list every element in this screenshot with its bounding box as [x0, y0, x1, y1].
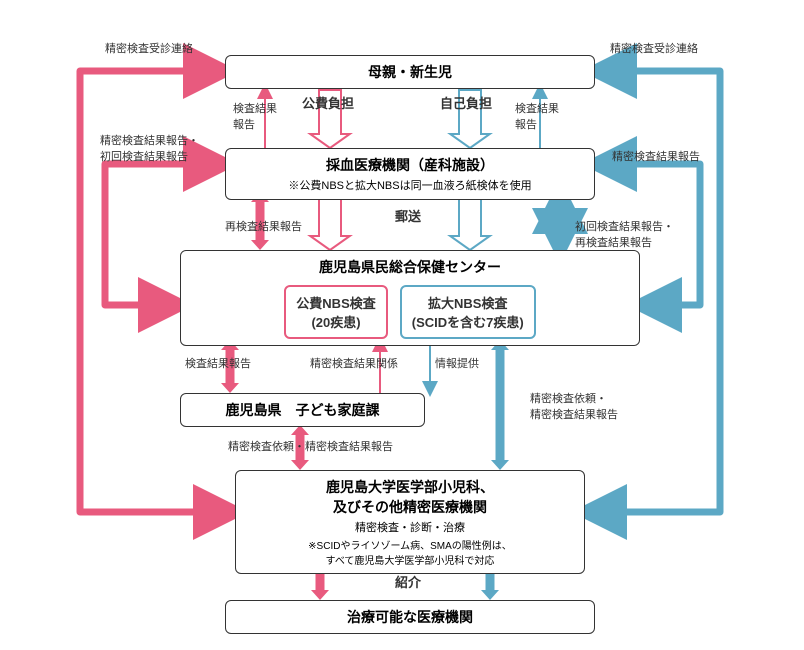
node-sub: 精密検査・診断・治療: [355, 519, 465, 535]
label-l2: 精密検査受診連絡: [610, 40, 698, 56]
node-title: 鹿児島県 子ども家庭課: [226, 400, 380, 420]
node-title: 鹿児島大学医学部小児科、及びその他精密医療機関: [326, 477, 494, 517]
label-l3: 公費負担: [302, 93, 354, 112]
node-n2: 採血医療機関（産科施設） ※公費NBSと拡大NBSは同一血液ろ紙検体を使用: [225, 148, 595, 200]
label-l4: 自己負担: [440, 93, 492, 112]
label-l9: 再検査結果報告: [225, 218, 302, 234]
label-l11: 初回検査結果報告・再検査結果報告: [575, 218, 674, 250]
label-l1: 精密検査受診連絡: [105, 40, 193, 56]
node-n6: 治療可能な医療機関: [225, 600, 595, 634]
node-title: 治療可能な医療機関: [347, 607, 473, 627]
inner-row: 公費NBS検査(20疾患)拡大NBS検査(SCIDを含む7疾患): [278, 285, 541, 339]
label-l8: 精密検査結果報告: [612, 148, 700, 164]
node-title: 鹿児島県民総合保健センター: [319, 257, 501, 277]
label-l13: 精密検査結果関係: [310, 355, 398, 371]
node-title: 母親・新生児: [368, 62, 452, 82]
label-l17: 紹介: [395, 572, 421, 591]
node-n3: 鹿児島県民総合保健センター公費NBS検査(20疾患)拡大NBS検査(SCIDを含…: [180, 250, 640, 346]
node-n5: 鹿児島大学医学部小児科、及びその他精密医療機関精密検査・診断・治療 ※SCIDやラ…: [235, 470, 585, 574]
node-title: 採血医療機関（産科施設）: [326, 155, 494, 175]
label-l6: 検査結果報告: [515, 100, 559, 132]
label-l7: 精密検査結果報告・初回検査結果報告: [100, 132, 199, 164]
label-l10: 郵送: [395, 206, 421, 225]
label-l14: 情報提供: [435, 355, 479, 371]
inner-pink-box: 公費NBS検査(20疾患): [284, 285, 387, 339]
node-n1: 母親・新生児: [225, 55, 595, 89]
node-sub: ※公費NBSと拡大NBSは同一血液ろ紙検体を使用: [288, 177, 531, 193]
label-l5: 検査結果報告: [233, 100, 277, 132]
node-n4: 鹿児島県 子ども家庭課: [180, 393, 425, 427]
inner-blue-box: 拡大NBS検査(SCIDを含む7疾患): [400, 285, 536, 339]
label-l15: 精密検査依頼・精密検査結果報告: [530, 390, 618, 422]
label-l16: 精密検査依頼・精密検査結果報告: [228, 438, 393, 454]
node-note: ※SCIDやライソゾーム病、SMAの陽性例は、すべて鹿児島大学医学部小児科で対応: [308, 537, 512, 567]
label-l12: 検査結果報告: [185, 355, 251, 371]
